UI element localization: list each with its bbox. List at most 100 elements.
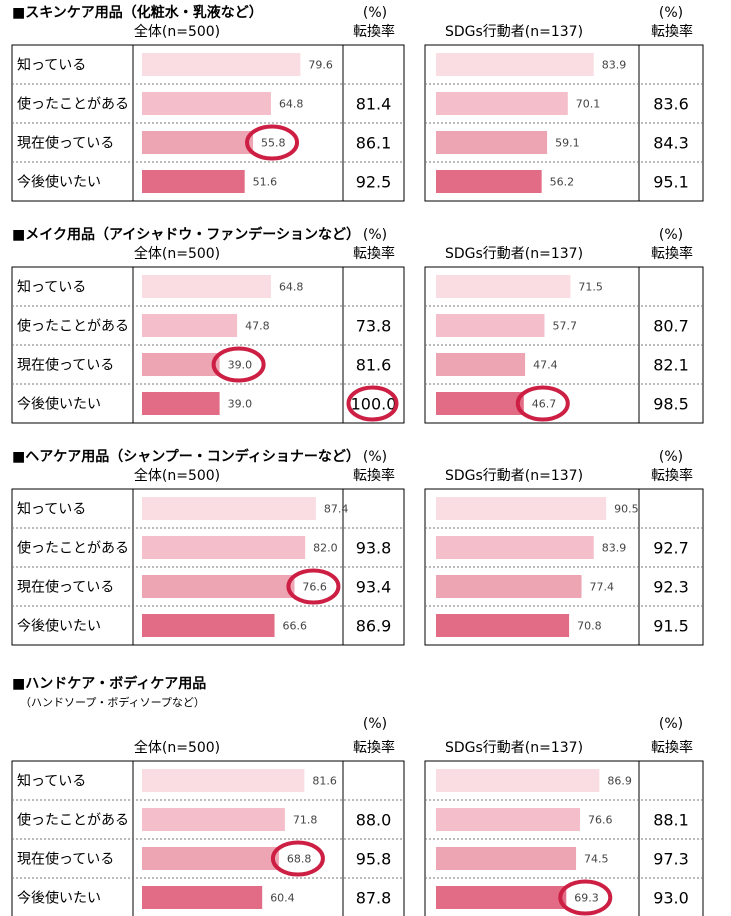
panel-3-sdgs-conversion-2: 92.7 (653, 539, 689, 558)
panel-2-group-sdgs: SDGs行動者(n=137) (445, 246, 583, 262)
panel-4-conversion-header-right: 転換率 (651, 739, 693, 756)
panel-4-unit-left: (%) (363, 716, 387, 732)
panel-4-all-bar-3 (142, 847, 279, 870)
panel-3-unit-right: (%) (659, 449, 683, 465)
panel-1-row-label: 使ったことがある (17, 96, 129, 113)
panel-4-all-highlight-ring-3 (270, 840, 325, 877)
panel-3-sdgs-value-label-2: 83.9 (602, 542, 627, 555)
panel-4-sdgs-value-label-3: 74.5 (584, 853, 609, 866)
panel-1-row-label: 今後使いたい (17, 174, 101, 191)
panel-2-sdgs-bar-2 (436, 314, 545, 337)
panel-2-sdgs-value-label-4: 46.7 (532, 398, 557, 411)
panel-2-all-value-label-3: 39.0 (228, 359, 253, 372)
panel-2-sdgs-conversion-3: 82.1 (653, 356, 689, 375)
panel-1-all-conversion-3: 86.1 (356, 134, 392, 153)
panel-3-all-bar-2 (142, 536, 306, 559)
panel-4-sdgs-highlight-ring-4 (558, 879, 613, 916)
panel-2-group-all: 全体(n=500) (134, 245, 220, 262)
panel-2-sdgs-highlight-ring-4 (515, 385, 570, 422)
panel-4-all-value-label-4: 60.4 (270, 892, 295, 905)
panel-3-all-value-label-4: 66.6 (283, 620, 308, 633)
panel-2-sdgs-value-label-3: 47.4 (533, 359, 558, 372)
panel-2-sdgs-conversion-2: 80.7 (653, 317, 689, 336)
panel-2-conversion-header-left: 転換率 (353, 245, 395, 262)
panel-1-unit-left: (%) (363, 5, 387, 21)
panel-4-subtitle: （ハンドソープ・ボディソープなど） (20, 695, 205, 709)
panel-3-all-bar-4 (142, 614, 275, 637)
panel-3-sdgs-bar-1 (436, 497, 607, 520)
panel-3-row-label: 今後使いたい (17, 618, 101, 635)
panel-4-sdgs-conversion-3: 97.3 (653, 850, 689, 869)
panel-1-group-all: 全体(n=500) (134, 23, 220, 40)
panel-2-row-label: 現在使っている (17, 357, 114, 374)
panel-3-all-conversion-4: 86.9 (356, 617, 392, 636)
panel-3-sdgs-value-label-3: 77.4 (590, 581, 615, 594)
panel-1-sdgs-conversion-3: 84.3 (653, 134, 689, 153)
panel-2-all-conversion-4: 100.0 (351, 395, 397, 414)
panel-4-group-sdgs: SDGs行動者(n=137) (445, 740, 583, 756)
panel-3-row-label: 知っている (17, 501, 86, 518)
panel-4-sdgs-conversion-2: 88.1 (653, 811, 689, 830)
panel-2-all-bar-3 (142, 353, 220, 376)
panel-3-conversion-header-right: 転換率 (651, 467, 693, 484)
panel-1-title: ■スキンケア用品（化粧水・乳液など） (12, 4, 263, 21)
panel-2-all-bar-2 (142, 314, 238, 337)
panel-1-all-bar-4 (142, 170, 245, 193)
panel-4-sdgs-value-label-4: 69.3 (574, 892, 599, 905)
panel-1-all-highlight-ring-3 (245, 124, 300, 161)
panel-1-sdgs-bar-2 (436, 92, 568, 115)
panel-4-sdgs-value-label-2: 76.6 (588, 814, 613, 827)
panel-3-all-conversion-3: 93.4 (356, 578, 392, 597)
panel-3-sdgs-value-label-4: 70.8 (577, 620, 602, 633)
panel-2-row-label: 使ったことがある (17, 318, 129, 335)
panel-4-all-bar-1 (142, 769, 305, 792)
panel-4-row-label: 現在使っている (17, 851, 114, 868)
panel-4-sdgs-bar-1 (436, 769, 600, 792)
panel-3-sdgs-conversion-4: 91.5 (653, 617, 689, 636)
panel-1-sdgs-bar-3 (436, 131, 548, 154)
panel-3-all-highlight-ring-3 (286, 568, 341, 605)
panel-3-sdgs-bar-2 (436, 536, 594, 559)
panel-1-sdgs-conversion-2: 83.6 (653, 95, 689, 114)
panel-3-sdgs-value-label-1: 90.5 (614, 503, 639, 516)
panel-3-all-value-label-1: 87.4 (324, 503, 349, 516)
panel-1-all-conversion-2: 81.4 (356, 95, 392, 114)
panel-4-all-conversion-3: 95.8 (356, 850, 392, 869)
panel-2-unit-left: (%) (363, 227, 387, 243)
panel-2-sdgs-conversion-4: 98.5 (653, 395, 689, 414)
panel-4-all-conversion-4: 87.8 (356, 889, 392, 908)
panel-1-all-conversion-4: 92.5 (356, 173, 392, 192)
panel-2-all-conversion-2: 73.8 (356, 317, 392, 336)
panel-2-title: ■メイク用品（アイシャドウ・ファンデーションなど） (12, 226, 360, 243)
panel-4-all-value-label-1: 81.6 (312, 775, 337, 788)
panel-4-all-bar-2 (142, 808, 285, 831)
panel-3-unit-left: (%) (363, 449, 387, 465)
panel-1-all-bar-1 (142, 53, 301, 76)
panel-1-all-value-label-4: 51.6 (253, 176, 278, 189)
panel-1-sdgs-value-label-3: 59.1 (555, 137, 580, 150)
panel-3-sdgs-bar-4 (436, 614, 570, 637)
panel-2-sdgs-bar-4 (436, 392, 524, 415)
panel-2-conversion-header-right: 転換率 (651, 245, 693, 262)
panel-4-group-all: 全体(n=500) (134, 739, 220, 756)
panel-3-all-bar-1 (142, 497, 316, 520)
panel-2-sdgs-bar-1 (436, 275, 571, 298)
panel-1-all-value-label-2: 64.8 (279, 98, 304, 111)
panel-3-all-value-label-2: 82.0 (313, 542, 338, 555)
panel-3-title: ■ヘアケア用品（シャンプー・コンディショナーなど） (12, 448, 360, 465)
panel-2-all-highlight-ring-3 (211, 346, 266, 383)
panel-1-conversion-header-right: 転換率 (651, 23, 693, 40)
panel-3-group-sdgs: SDGs行動者(n=137) (445, 468, 583, 484)
panel-1-sdgs-value-label-2: 70.1 (576, 98, 601, 111)
panel-4-row-label: 知っている (17, 773, 86, 790)
panel-4-sdgs-value-label-1: 86.9 (607, 775, 632, 788)
panel-2-all-bar-4 (142, 392, 220, 415)
panel-1-sdgs-bar-4 (436, 170, 542, 193)
panel-1-all-bar-3 (142, 131, 254, 154)
panel-2-sdgs-value-label-1: 71.5 (578, 281, 603, 294)
panel-2-all-value-label-2: 47.8 (245, 320, 270, 333)
panel-1-row-label: 知っている (17, 57, 86, 74)
panel-1-conversion-header-left: 転換率 (353, 23, 395, 40)
panel-4-sdgs-bar-3 (436, 847, 577, 870)
